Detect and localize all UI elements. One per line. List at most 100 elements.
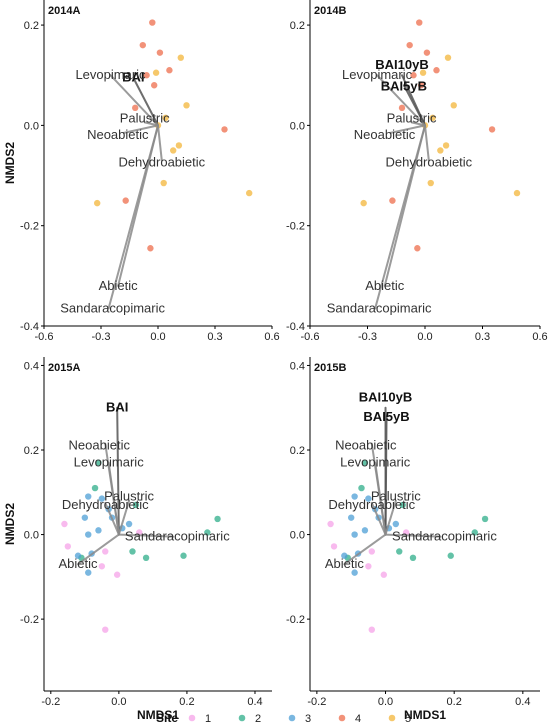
site-5-point: [246, 189, 253, 197]
x-tick-label: 0.4: [247, 696, 262, 708]
legend-label-site-5: 5: [405, 713, 411, 725]
site-2-point: [142, 554, 150, 562]
site-2-point: [358, 484, 365, 492]
y-tick-label: -0.2: [20, 221, 39, 233]
x-tick-label: -0.2: [307, 696, 326, 708]
site-3-point: [85, 531, 92, 538]
site-2-point: [204, 529, 211, 536]
site-2-point: [214, 515, 221, 523]
vector-sandaracopimaric: [384, 533, 442, 538]
x-tick-label: 0.6: [532, 331, 547, 343]
site-4-point: [410, 72, 417, 79]
site-3-point: [365, 495, 372, 502]
site-2-point: [399, 501, 406, 509]
y-tick-label: 0.2: [24, 20, 39, 32]
site-4-point: [132, 104, 139, 112]
vector-abietic: [343, 533, 387, 566]
y-tick-label: -0.4: [20, 321, 39, 333]
site-5-point: [429, 114, 436, 122]
site-4-point: [151, 82, 158, 89]
y-tick-label: -0.2: [20, 614, 39, 626]
vector-label-abietic: Abietic: [99, 278, 139, 293]
vector-label-bai10yb: BAI10yB: [375, 57, 428, 72]
vector-label-sandaracopimaric: Sandaracopimaric: [392, 529, 497, 544]
site-4-point: [416, 19, 423, 26]
vector-label-sandaracopimaric: Sandaracopimaric: [327, 300, 432, 315]
y-tick-label: 0.0: [24, 120, 39, 132]
site-1-point: [365, 563, 372, 570]
vector-levopimaric: [109, 74, 159, 127]
vector-label-neoabietic: Neoabietic: [69, 438, 131, 453]
site-4-point: [417, 82, 425, 89]
legend-label-site-4: 4: [355, 713, 361, 725]
site-1-point: [113, 571, 121, 578]
x-tick-label: -0.6: [35, 331, 54, 343]
y-tick-label: 0.0: [290, 530, 305, 542]
x-tick-label: 0.4: [515, 696, 530, 708]
vector-bai: [132, 76, 159, 127]
x-axis-title: NMDS1: [404, 708, 446, 722]
vector-sandaracopimaric: [117, 533, 175, 538]
vector-label-bai5yb: BAI5yB: [363, 409, 409, 424]
x-tick-label: -0.2: [41, 696, 60, 708]
vector-label-bai5yb: BAI5yB: [381, 78, 427, 93]
y-tick-label: 0.2: [24, 445, 39, 457]
site-3-point: [81, 514, 89, 521]
site-5-point: [419, 69, 427, 76]
panel-title: 2015A: [48, 362, 80, 374]
site-2-point: [361, 459, 369, 466]
site-2-point: [129, 548, 136, 555]
site-5-point: [183, 102, 190, 109]
x-tick-label: 0.3: [475, 331, 490, 343]
site-2-point: [132, 501, 140, 509]
site-3-point: [361, 527, 369, 534]
vector-bai5yb: [402, 84, 426, 127]
site-2-point: [471, 529, 478, 536]
y-tick-label: 0.0: [290, 120, 305, 132]
site-4-point: [433, 67, 440, 74]
y-tick-label: 0.4: [290, 360, 305, 372]
site-5-point: [160, 179, 167, 187]
site-1-point: [102, 548, 109, 555]
y-axis-title: NMDS2: [3, 142, 17, 184]
site-2-point: [447, 552, 454, 559]
site-2-point: [409, 554, 417, 562]
vector-label-levopimaric: Levopimaric: [342, 67, 413, 82]
vector-dehydroabietic: [104, 501, 120, 536]
site-5-point: [170, 147, 177, 154]
site-5-point: [152, 69, 160, 76]
site-2-point: [180, 552, 187, 559]
panel-title: 2015B: [314, 362, 346, 374]
vector-label-abietic: Abietic: [59, 556, 99, 571]
site-4-point: [488, 126, 496, 133]
y-tick-label: 0.2: [290, 20, 305, 32]
site-3-point: [351, 493, 358, 500]
legend-swatch-site-1: [188, 714, 196, 722]
vector-palustric: [117, 499, 131, 536]
vector-neoabietic: [122, 124, 159, 134]
site-2-point: [481, 515, 489, 523]
vector-label-levopimaric: Levopimaric: [340, 455, 411, 470]
panel-2014a: 2014A -0.6 -0.3 0.0 0.3 0.6 0.2 0.0 -0.2 -0.4 NMDS…: [3, 0, 280, 343]
vector-sandaracopimaric: [374, 124, 426, 310]
vector-label-sandaracopimaric: Sandaracopimaric: [125, 529, 230, 544]
legend-swatch-site-5: [388, 714, 396, 722]
vector-label-bai: BAI: [122, 70, 144, 85]
site-1-point: [368, 626, 375, 633]
site-3-point: [351, 531, 358, 538]
site-1-point: [136, 529, 143, 536]
site-1-point: [380, 571, 388, 578]
site-3-point: [341, 552, 348, 559]
x-tick-label: -0.3: [358, 331, 377, 343]
panel-2015b: 2015B -0.2 0.0 0.2 0.4 0.4 0.2 0.0 -0.2 NMDS1 BAI1…: [286, 357, 540, 722]
x-tick-label: 0.6: [264, 331, 279, 343]
legend-swatch-site-2: [238, 714, 246, 722]
site-1-point: [61, 520, 68, 528]
vector-label-palustric: Palustric: [104, 489, 154, 504]
y-tick-label: -0.4: [286, 321, 305, 333]
vector-label-dehydroabietic: Dehydroabietic: [385, 154, 472, 169]
site-4-point: [221, 126, 228, 133]
site-4-point: [156, 49, 164, 56]
x-tick-label: 0.3: [207, 331, 222, 343]
